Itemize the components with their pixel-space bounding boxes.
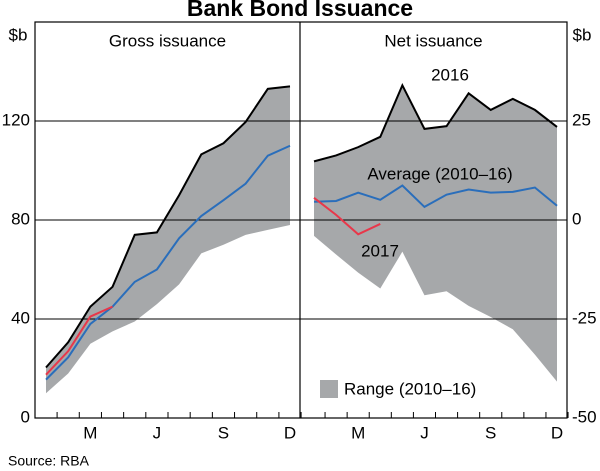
- y-tick-label: 120: [2, 110, 30, 129]
- x-tick-label: M: [351, 423, 365, 442]
- y-tick-label: 0: [21, 407, 30, 426]
- x-tick-label: S: [485, 423, 496, 442]
- x-tick-label: J: [420, 423, 429, 442]
- series-line: [313, 197, 381, 236]
- plot-frame: [34, 21, 568, 419]
- range-area: [314, 85, 557, 382]
- x-tick-label: S: [218, 423, 229, 442]
- y-tick-label: 0: [572, 209, 581, 228]
- series-label: Average (2010–16): [367, 164, 512, 183]
- x-tick-label: D: [551, 423, 563, 442]
- panel-title: Net issuance: [384, 31, 482, 50]
- panel-title: Gross issuance: [109, 31, 226, 50]
- x-tick-label: M: [83, 423, 97, 442]
- chart-title: Bank Bond Issuance: [187, 0, 413, 21]
- y-axis-unit: $b: [9, 25, 28, 44]
- x-tick-label: J: [153, 423, 162, 442]
- y-axis-unit: $b: [573, 25, 592, 44]
- y-tick-label: 80: [11, 209, 30, 228]
- source: Source: RBA: [8, 453, 90, 469]
- series-line: [45, 144, 291, 381]
- y-tick-label: 40: [11, 308, 30, 327]
- range-area: [46, 86, 290, 394]
- series-line: [313, 184, 558, 209]
- legend-label: Range (2010–16): [344, 379, 476, 398]
- x-tick-label: D: [284, 423, 296, 442]
- y-tick-label: -25: [572, 308, 597, 327]
- series-line: [45, 85, 291, 369]
- y-tick-label: 25: [572, 110, 591, 129]
- legend-swatch: [320, 380, 338, 398]
- series-label: 2017: [361, 241, 399, 260]
- y-tick-label: -50: [572, 407, 597, 426]
- series-label: 2016: [431, 65, 469, 84]
- series-line: [313, 83, 558, 163]
- series-line: [45, 305, 113, 376]
